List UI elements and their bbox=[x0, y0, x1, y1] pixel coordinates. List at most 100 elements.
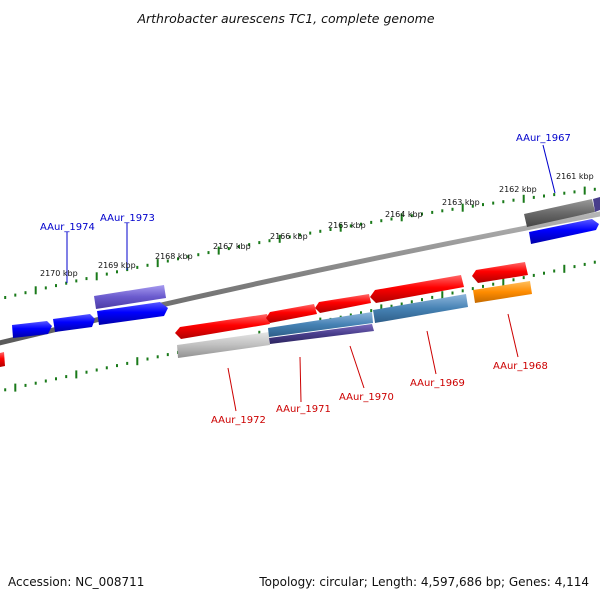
minor-tick bbox=[24, 383, 27, 387]
minor-tick bbox=[166, 353, 169, 357]
major-tick bbox=[563, 264, 566, 273]
minor-tick bbox=[522, 276, 525, 280]
major-tick bbox=[522, 194, 525, 203]
label-aaur-1970: AAur_1970 bbox=[339, 392, 394, 403]
kbp-label: 2161 kbp bbox=[556, 172, 594, 181]
gene-aaur-1973[interactable] bbox=[97, 302, 168, 325]
minor-tick bbox=[55, 377, 57, 381]
topology-label: Topology: circular; Length: 4,597,686 bp… bbox=[258, 575, 589, 589]
gene-aaur-1967[interactable] bbox=[529, 219, 599, 244]
label-aaur-1972: AAur_1972 bbox=[211, 415, 266, 426]
kbp-label: 2163 kbp bbox=[442, 198, 480, 207]
accession-label: Accession: NC_008711 bbox=[8, 575, 144, 589]
minor-tick bbox=[349, 224, 352, 228]
minor-tick bbox=[85, 370, 88, 374]
gene-aaur-1972[interactable] bbox=[175, 314, 270, 339]
minor-tick bbox=[187, 255, 190, 259]
kbp-label: 2167 kbp bbox=[213, 242, 251, 251]
minor-tick bbox=[482, 284, 484, 288]
minor-tick bbox=[492, 282, 495, 286]
label-aaur-1974: AAur_1974 bbox=[40, 222, 95, 233]
tick-track-outer bbox=[4, 186, 596, 299]
minor-tick bbox=[146, 263, 149, 267]
minor-tick bbox=[532, 273, 535, 277]
feature-aaur-1972[interactable] bbox=[177, 332, 270, 358]
major-tick bbox=[502, 278, 505, 286]
label-leaders bbox=[66, 144, 556, 412]
minor-tick bbox=[329, 228, 332, 231]
gene-aaur-1969[interactable] bbox=[370, 275, 464, 303]
minor-tick bbox=[461, 289, 464, 293]
minor-tick bbox=[593, 260, 596, 264]
major-tick bbox=[278, 234, 281, 243]
minor-tick bbox=[431, 210, 434, 214]
minor-tick bbox=[24, 291, 27, 295]
minor-tick bbox=[380, 219, 383, 223]
minor-tick bbox=[207, 251, 210, 255]
major-tick bbox=[583, 186, 586, 195]
minor-tick bbox=[421, 212, 423, 216]
reverse-strand-genes bbox=[0, 262, 528, 367]
feature-aaur-1971-steel[interactable] bbox=[268, 312, 373, 337]
minor-tick bbox=[410, 214, 413, 218]
major-tick bbox=[461, 203, 464, 212]
label-aaur-1971: AAur_1971 bbox=[276, 404, 331, 415]
major-tick bbox=[156, 259, 159, 268]
minor-tick bbox=[583, 262, 586, 266]
label-aaur-1968: AAur_1968 bbox=[493, 361, 548, 372]
major-tick bbox=[34, 286, 37, 295]
feature-aaur-1969[interactable] bbox=[373, 294, 468, 323]
gene-aaur-1974b[interactable] bbox=[53, 314, 95, 332]
gene-aaur-1974[interactable] bbox=[12, 321, 52, 338]
feature-aaur-1967-dim[interactable] bbox=[524, 199, 595, 227]
minor-tick bbox=[319, 229, 322, 233]
minor-tick bbox=[410, 300, 413, 304]
major-tick bbox=[95, 272, 98, 281]
gene-aaur-1968[interactable] bbox=[472, 262, 528, 283]
gene-aaur-1971[interactable] bbox=[266, 304, 317, 323]
feature-aaur-1967-dark[interactable] bbox=[593, 197, 600, 212]
minor-tick bbox=[166, 259, 169, 263]
feature-aaur-1971-navy[interactable] bbox=[269, 324, 374, 344]
minor-tick bbox=[75, 279, 78, 283]
major-tick bbox=[136, 357, 139, 366]
kbp-label: 2164 kbp bbox=[385, 210, 423, 219]
minor-tick bbox=[563, 191, 566, 195]
major-tick bbox=[400, 213, 403, 222]
outer-features bbox=[94, 197, 600, 309]
forward-strand-genes bbox=[12, 219, 599, 338]
minor-tick bbox=[95, 368, 98, 372]
minor-tick bbox=[400, 302, 403, 306]
minor-tick bbox=[512, 278, 515, 282]
label-aaur-1973: AAur_1973 bbox=[100, 213, 155, 224]
minor-tick bbox=[431, 295, 434, 299]
gene-aaur-1970[interactable] bbox=[315, 294, 371, 313]
minor-tick bbox=[65, 281, 68, 285]
minor-tick bbox=[126, 361, 129, 365]
minor-tick bbox=[55, 284, 57, 288]
feature-aaur-1968[interactable] bbox=[473, 281, 532, 303]
minor-tick bbox=[288, 235, 291, 239]
kbp-label: 2169 kbp bbox=[98, 261, 136, 270]
kbp-label: 2170 kbp bbox=[40, 269, 78, 278]
minor-tick bbox=[593, 187, 596, 191]
major-tick bbox=[441, 291, 444, 300]
major-tick bbox=[75, 370, 78, 379]
minor-tick bbox=[553, 269, 556, 273]
gene-edge-red[interactable] bbox=[0, 352, 5, 367]
minor-tick bbox=[177, 257, 179, 261]
minor-tick bbox=[136, 265, 139, 269]
minor-tick bbox=[268, 239, 271, 243]
minor-tick bbox=[44, 286, 47, 290]
minor-tick bbox=[553, 193, 556, 197]
leader-aaur-1967 bbox=[542, 144, 556, 194]
minor-tick bbox=[105, 272, 108, 276]
minor-tick bbox=[258, 241, 261, 245]
feature-aaur-1973[interactable] bbox=[94, 285, 166, 309]
minor-tick bbox=[451, 291, 454, 295]
major-tick bbox=[380, 304, 383, 313]
minor-tick bbox=[116, 364, 118, 368]
major-tick bbox=[217, 246, 220, 255]
minor-tick bbox=[360, 222, 362, 226]
